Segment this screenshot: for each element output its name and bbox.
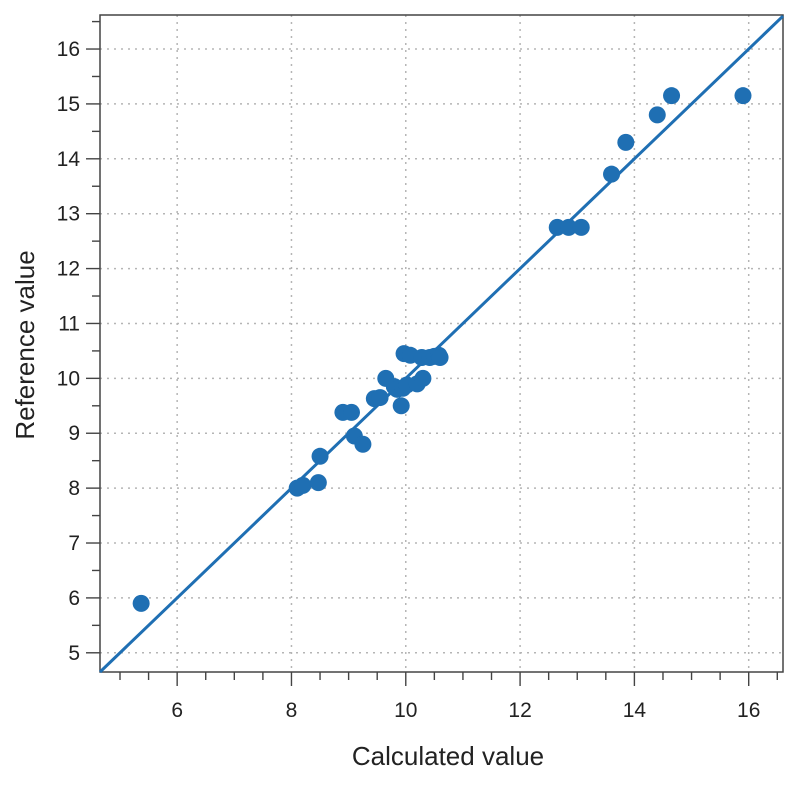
data-point xyxy=(392,397,410,415)
y-tick-label: 5 xyxy=(68,642,80,665)
data-point xyxy=(371,389,389,407)
y-tick-label: 10 xyxy=(57,367,80,390)
plot-frame xyxy=(99,14,784,673)
data-point xyxy=(431,348,449,366)
data-point xyxy=(572,218,590,236)
x-tick-label: 8 xyxy=(286,699,298,722)
x-tick-label: 10 xyxy=(394,699,417,722)
data-point xyxy=(311,447,329,465)
grid-lines xyxy=(100,15,783,672)
data-point xyxy=(309,474,327,492)
y-tick-label: 11 xyxy=(58,312,80,335)
data-point xyxy=(734,87,752,105)
y-tick-label: 8 xyxy=(68,477,80,500)
x-tick-label: 12 xyxy=(508,699,531,722)
y-axis-title: Reference value xyxy=(10,250,40,439)
y-tick-label: 7 xyxy=(68,532,80,555)
axis-ticks xyxy=(86,20,778,686)
fit-line xyxy=(98,15,785,674)
tick-labels: 6 8 10 12 14 16 5 6 7 8 9 10 11 12 13 14 15 16 xyxy=(57,38,761,722)
data-point xyxy=(663,87,681,105)
x-tick-label: 16 xyxy=(737,699,760,722)
data-point xyxy=(294,476,312,494)
y-tick-label: 12 xyxy=(57,258,80,281)
fit-line-group xyxy=(98,15,785,674)
data-point xyxy=(648,106,666,124)
axes xyxy=(99,14,784,673)
x-tick-label: 14 xyxy=(623,699,647,722)
data-point xyxy=(603,165,621,183)
y-tick-label: 6 xyxy=(68,587,80,610)
data-point xyxy=(132,594,150,612)
data-points xyxy=(132,87,752,612)
y-tick-label: 16 xyxy=(57,38,80,61)
y-tick-label: 13 xyxy=(57,203,80,226)
data-point xyxy=(342,403,360,421)
data-point xyxy=(560,218,578,236)
y-tick-label: 9 xyxy=(68,422,80,445)
x-tick-label: 6 xyxy=(171,699,183,722)
data-point xyxy=(354,435,372,453)
data-point xyxy=(414,369,432,387)
y-tick-label: 14 xyxy=(57,148,81,171)
data-point xyxy=(617,133,635,151)
x-axis-title: Calculated value xyxy=(352,741,544,771)
y-tick-label: 15 xyxy=(57,93,80,116)
